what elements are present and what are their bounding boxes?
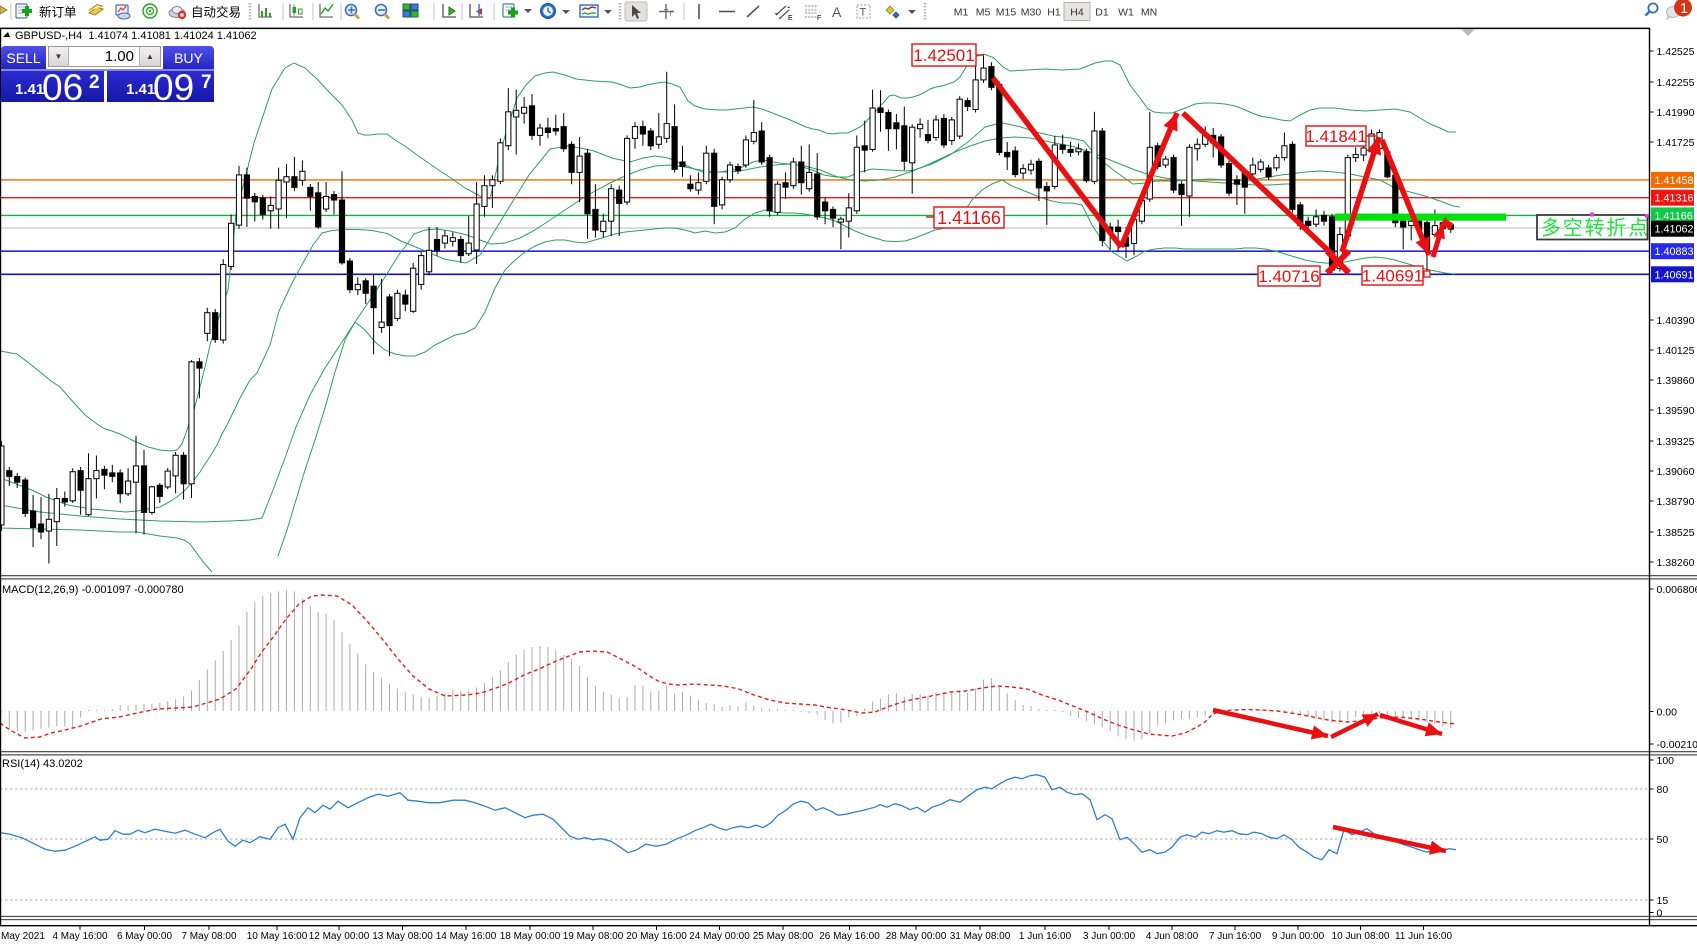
svg-text:1.40125: 1.40125 xyxy=(1657,345,1695,357)
svg-text:1.41725: 1.41725 xyxy=(1657,137,1695,149)
svg-text:7 Jun 16:00: 7 Jun 16:00 xyxy=(1209,931,1262,942)
svg-text:F: F xyxy=(817,15,821,22)
svg-text:0.006806: 0.006806 xyxy=(1657,584,1697,596)
svg-text:1.40691: 1.40691 xyxy=(1655,269,1694,281)
svg-text:T: T xyxy=(860,7,867,19)
svg-text:1: 1 xyxy=(1680,1,1688,17)
svg-text:50: 50 xyxy=(1657,834,1669,846)
svg-text:4 May 16:00: 4 May 16:00 xyxy=(52,931,107,942)
svg-text:18 May 00:00: 18 May 00:00 xyxy=(500,931,561,942)
svg-text:14 May 16:00: 14 May 16:00 xyxy=(436,931,497,942)
svg-text:15: 15 xyxy=(1657,895,1669,907)
svg-text:1.39325: 1.39325 xyxy=(1657,436,1695,448)
svg-text:1.41062: 1.41062 xyxy=(1655,224,1694,236)
svg-text:自动交易: 自动交易 xyxy=(191,5,241,20)
svg-text:1.41990: 1.41990 xyxy=(1657,107,1695,119)
svg-text:1.38790: 1.38790 xyxy=(1657,496,1695,508)
svg-text:1.38525: 1.38525 xyxy=(1657,527,1695,539)
svg-text:1.40691: 1.40691 xyxy=(1362,267,1423,286)
svg-text:31 May 08:00: 31 May 08:00 xyxy=(950,931,1011,942)
svg-text:11 Jun 16:00: 11 Jun 16:00 xyxy=(1395,931,1453,942)
svg-text:28 May 00:00: 28 May 00:00 xyxy=(886,931,947,942)
svg-text:100: 100 xyxy=(1657,755,1675,767)
svg-text:1.39860: 1.39860 xyxy=(1657,375,1695,387)
svg-text:E: E xyxy=(788,15,793,22)
svg-text:M5: M5 xyxy=(976,7,991,19)
svg-text:1 Jun 16:00: 1 Jun 16:00 xyxy=(1019,931,1072,942)
svg-text:1.42525: 1.42525 xyxy=(1657,46,1695,58)
svg-text:12 May 00:00: 12 May 00:00 xyxy=(309,931,370,942)
svg-text:13 May 08:00: 13 May 08:00 xyxy=(372,931,433,942)
svg-text:W1: W1 xyxy=(1118,7,1134,19)
svg-text:H1: H1 xyxy=(1047,7,1061,19)
svg-text:M15: M15 xyxy=(996,7,1017,19)
svg-text:1.40883: 1.40883 xyxy=(1655,246,1694,258)
svg-text:10 Jun 08:00: 10 Jun 08:00 xyxy=(1332,931,1390,942)
svg-text:3 Jun 00:00: 3 Jun 00:00 xyxy=(1083,931,1136,942)
svg-text:A: A xyxy=(832,4,842,20)
svg-text:1.42255: 1.42255 xyxy=(1657,77,1695,89)
svg-text:1.40390: 1.40390 xyxy=(1657,315,1695,327)
svg-text:GBPUSD-,H4 1.41074 1.41081 1.: GBPUSD-,H4 1.41074 1.41081 1.41024 1.410… xyxy=(15,30,257,42)
svg-text:24 May 00:00: 24 May 00:00 xyxy=(689,931,750,942)
svg-text:1.38260: 1.38260 xyxy=(1657,557,1695,569)
svg-text:7 May 08:00: 7 May 08:00 xyxy=(181,931,236,942)
svg-text:1.41316: 1.41316 xyxy=(1655,193,1694,205)
svg-text:新订单: 新订单 xyxy=(39,5,77,20)
svg-text:MACD(12,26,9) -0.001097 -0.000: MACD(12,26,9) -0.001097 -0.000780 xyxy=(2,584,184,596)
svg-text:9 Jun 00:00: 9 Jun 00:00 xyxy=(1272,931,1325,942)
svg-text:6 May 00:00: 6 May 00:00 xyxy=(117,931,172,942)
svg-text:-0.002108: -0.002108 xyxy=(1657,739,1697,751)
svg-text:多空转折点: 多空转折点 xyxy=(1541,217,1650,240)
svg-text:MN: MN xyxy=(1141,7,1157,19)
svg-text:0: 0 xyxy=(1657,908,1663,920)
svg-text:D1: D1 xyxy=(1095,7,1109,19)
svg-text:RSI(14) 43.0202: RSI(14) 43.0202 xyxy=(2,758,83,770)
svg-text:10 May 16:00: 10 May 16:00 xyxy=(247,931,308,942)
svg-text:20 May 16:00: 20 May 16:00 xyxy=(626,931,687,942)
svg-text:H4: H4 xyxy=(1070,7,1084,19)
svg-text:1.39590: 1.39590 xyxy=(1657,405,1695,417)
svg-text:May 2021: May 2021 xyxy=(1,931,45,942)
svg-text:19 May 08:00: 19 May 08:00 xyxy=(563,931,624,942)
svg-text:80: 80 xyxy=(1657,784,1669,796)
svg-text:1.42501: 1.42501 xyxy=(913,46,974,65)
svg-text:1.41841: 1.41841 xyxy=(1305,127,1366,146)
svg-text:25 May 08:00: 25 May 08:00 xyxy=(753,931,814,942)
svg-text:M30: M30 xyxy=(1021,7,1042,19)
svg-text:4 Jun 08:00: 4 Jun 08:00 xyxy=(1146,931,1199,942)
svg-text:M1: M1 xyxy=(954,7,969,19)
svg-text:1.41458: 1.41458 xyxy=(1655,175,1694,187)
svg-text:1.40716: 1.40716 xyxy=(1258,267,1319,286)
svg-text:0.00: 0.00 xyxy=(1657,707,1678,719)
svg-text:1.41166: 1.41166 xyxy=(1655,210,1693,222)
svg-text:26 May 16:00: 26 May 16:00 xyxy=(819,931,880,942)
svg-text:1.39060: 1.39060 xyxy=(1657,466,1695,478)
svg-text:1.41166: 1.41166 xyxy=(937,208,1001,228)
